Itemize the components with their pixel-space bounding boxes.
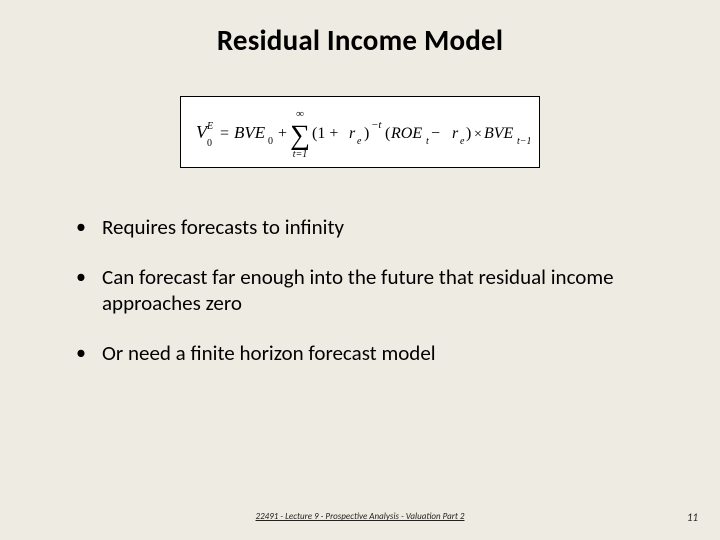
formula-paren2-close: ): [466, 125, 471, 142]
formula-lhs-sub: 0: [207, 138, 212, 149]
formula-bve0-sub: 0: [268, 136, 273, 147]
formula-paren1: (1 +: [312, 125, 338, 142]
bullet-icon: •: [74, 214, 102, 240]
page-number: 11: [687, 511, 698, 524]
formula-roe: ROE: [390, 125, 422, 142]
formula-r-sub: e: [357, 136, 362, 147]
bullet-icon: •: [74, 264, 102, 290]
page-title: Residual Income Model: [50, 22, 670, 58]
bullet-text: Or need a finite horizon forecast model: [102, 340, 670, 366]
formula-svg: V 0 E = BVE 0 + ∞ ∑ t=1 (1 + r e ) −t ( …: [190, 102, 530, 162]
slide: Residual Income Model V 0 E = BVE 0 + ∞ …: [0, 0, 720, 540]
formula-paren2: (: [385, 125, 390, 142]
formula-times: ×: [474, 127, 482, 142]
bullet-text: Requires forecasts to infinity: [102, 214, 670, 240]
formula-paren1-close: ): [364, 125, 369, 142]
formula-sum-bottom: t=1: [293, 149, 308, 160]
formula-r: r: [349, 125, 356, 142]
list-item: • Requires forecasts to infinity: [74, 214, 670, 240]
formula-minus: −: [431, 125, 440, 142]
list-item: • Can forecast far enough into the futur…: [74, 264, 670, 316]
formula-box: V 0 E = BVE 0 + ∞ ∑ t=1 (1 + r e ) −t ( …: [180, 96, 540, 168]
formula-plus: +: [278, 125, 287, 142]
formula-r2-sub: e: [460, 136, 465, 147]
formula-bve2-sub: t−1: [517, 136, 530, 147]
formula-bve0: BVE: [234, 123, 266, 142]
bullet-text: Can forecast far enough into the future …: [102, 264, 670, 316]
formula-bve2: BVE: [484, 125, 514, 142]
formula-lhs-sup: E: [206, 121, 213, 132]
formula-r2: r: [452, 125, 459, 142]
formula-roe-sub: t: [426, 136, 429, 147]
formula-eq: =: [220, 125, 229, 142]
list-item: • Or need a finite horizon forecast mode…: [74, 340, 670, 366]
bullet-icon: •: [74, 340, 102, 366]
formula-exp: −t: [371, 119, 382, 131]
formula-sum-top: ∞: [296, 108, 304, 120]
sigma-icon: ∑: [290, 120, 310, 151]
footer-caption: 22491 - Lecture 9 - Prospective Analysis…: [0, 511, 720, 522]
bullet-list: • Requires forecasts to infinity • Can f…: [50, 214, 670, 366]
